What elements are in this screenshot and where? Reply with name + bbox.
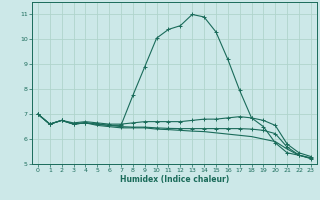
- X-axis label: Humidex (Indice chaleur): Humidex (Indice chaleur): [120, 175, 229, 184]
